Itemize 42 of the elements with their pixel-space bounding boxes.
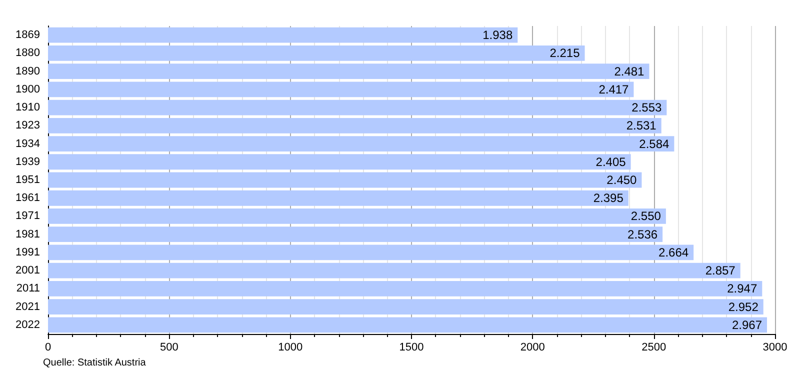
x-tick-label: 1500 [399, 342, 424, 354]
y-tick-label: 1991 [16, 246, 40, 258]
data-label: 2.967 [732, 318, 762, 332]
x-tick-label: 2000 [520, 342, 545, 354]
data-label: 2.584 [639, 136, 670, 151]
data-label: 2.664 [658, 245, 689, 260]
y-tick-label: 1951 [16, 174, 40, 186]
data-label: 2.481 [614, 64, 645, 78]
data-label: 2.395 [593, 191, 624, 206]
data-label: 2.215 [550, 46, 580, 60]
y-tick-label: 1923 [16, 120, 40, 132]
x-tick-label: 0 [44, 342, 52, 354]
y-tick-label: 1971 [16, 210, 40, 222]
data-label: 2.417 [598, 82, 630, 96]
y-tick-label: 1890 [16, 65, 40, 78]
source-note: Quelle: Statistik Austria [43, 358, 146, 368]
data-label: 2.531 [626, 118, 657, 133]
data-label: 2.952 [728, 300, 759, 314]
x-tick-label: 1000 [278, 342, 303, 354]
data-label: 2.947 [727, 282, 758, 296]
x-tick-label: 2500 [642, 342, 666, 354]
y-tick-label: 1939 [16, 156, 40, 168]
data-label: 2.553 [632, 100, 662, 115]
y-tick-label: 2022 [16, 318, 40, 331]
data-label: 2.857 [705, 264, 736, 278]
y-tick-label: 1934 [16, 138, 40, 150]
data-label: 1.938 [482, 28, 513, 42]
y-tick-label: 2021 [16, 300, 40, 313]
y-tick-label: 1981 [16, 228, 40, 240]
data-label: 2.536 [628, 227, 658, 242]
data-label: 2.450 [606, 173, 638, 187]
y-tick-label: 1900 [16, 83, 40, 96]
x-tick-label: 3000 [762, 342, 788, 354]
data-label: 2.550 [630, 209, 662, 224]
data-label: 2.405 [596, 154, 626, 169]
y-tick-label: 1961 [16, 192, 40, 204]
y-tick-label: 1880 [16, 47, 40, 60]
x-tick-label: 500 [160, 342, 178, 354]
y-tick-label: 1869 [16, 29, 40, 42]
y-tick-label: 2011 [16, 282, 40, 295]
y-tick-label: 2001 [16, 264, 40, 277]
y-tick-label: 1910 [16, 102, 40, 114]
